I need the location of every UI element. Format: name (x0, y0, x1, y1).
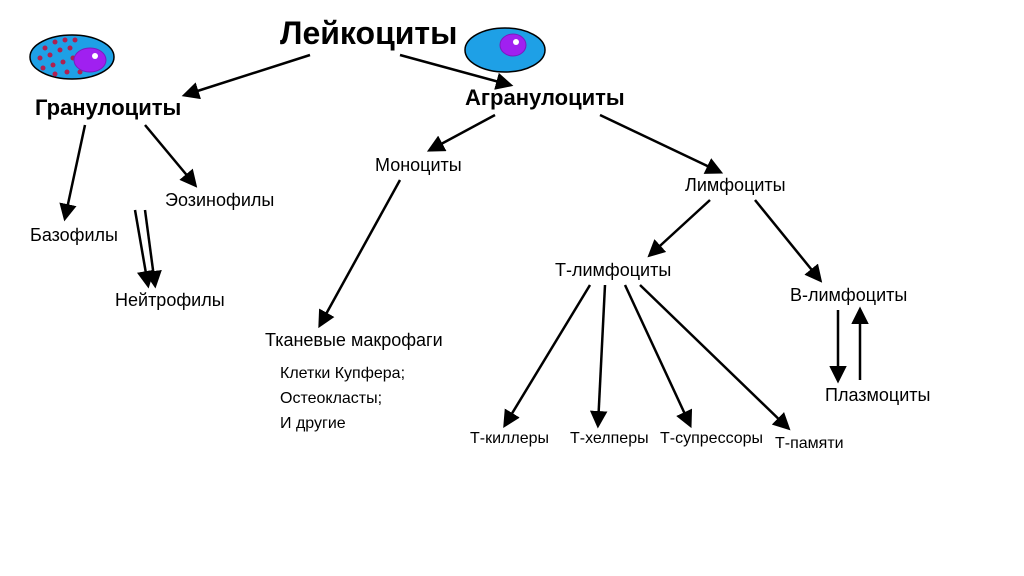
node-macrophages-sub1: Клетки Купфера; (280, 365, 405, 383)
node-t-killers: Т-киллеры (470, 430, 549, 448)
node-t-helpers: Т-хелперы (570, 430, 649, 448)
node-lymphocytes: Лимфоциты (685, 175, 786, 196)
node-plasmocytes: Плазмоциты (825, 385, 930, 406)
node-neutrophils: Нейтрофилы (115, 290, 225, 311)
node-b-lymphocytes: В-лимфоциты (790, 285, 907, 306)
node-agranulocytes: Агранулоциты (465, 85, 625, 111)
node-macrophages: Тканевые макрофаги (265, 330, 443, 351)
node-t-memory: Т-памяти (775, 435, 844, 453)
node-granulocytes: Гранулоциты (35, 95, 181, 121)
diagram-canvas: Лейкоциты Гранулоциты Агранулоциты Эозин… (0, 0, 1024, 576)
node-monocytes: Моноциты (375, 155, 462, 176)
node-basophils: Базофилы (30, 225, 118, 246)
node-t-suppressors: Т-супрессоры (660, 430, 763, 448)
agranulocyte-cell-icon (460, 25, 550, 75)
granulocyte-cell-icon (25, 30, 120, 85)
node-root: Лейкоциты (280, 15, 457, 52)
node-t-lymphocytes: Т-лимфоциты (555, 260, 671, 281)
node-macrophages-sub3: И другие (280, 415, 346, 433)
node-macrophages-sub2: Остеокласты; (280, 390, 382, 408)
node-eosinophils: Эозинофилы (165, 190, 274, 211)
